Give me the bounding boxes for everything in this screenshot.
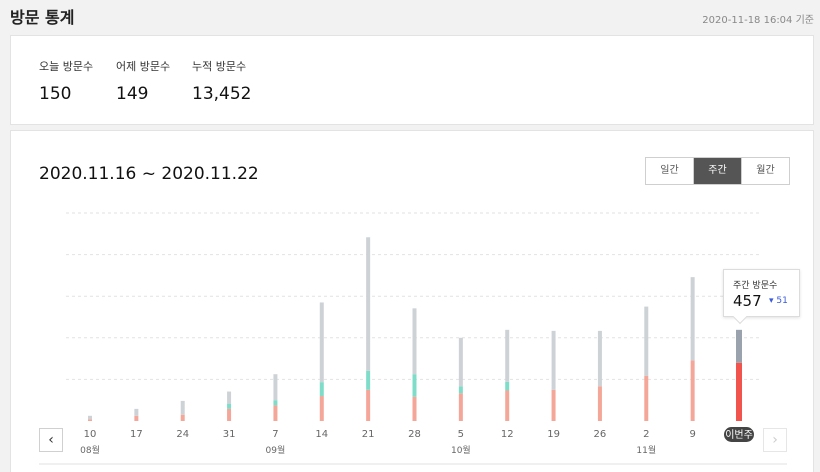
x-tick-label: 19 [547, 429, 560, 440]
month-label: 11월 [636, 444, 656, 456]
month-label: 09월 [266, 444, 286, 456]
x-tick-label: 26 [594, 429, 607, 440]
bar-segment [458, 393, 463, 421]
tooltip-label: 주간 방문수 [733, 281, 778, 291]
tooltip-diff: ▾ 51 [769, 296, 788, 306]
total-visits-label: 누적 방문수 [192, 60, 247, 73]
bar-segment [644, 375, 649, 421]
x-tick-label: 9 [689, 429, 695, 440]
x-tick-label: 2 [643, 429, 649, 440]
total-visits-stat: 누적 방문수 13,452 [192, 58, 251, 104]
bar-segment [736, 329, 742, 363]
bar-segment [88, 415, 92, 420]
bar-segment [644, 306, 649, 376]
bar-segment [227, 391, 232, 404]
today-visits-value: 150 [39, 84, 72, 104]
x-tick-label: 24 [176, 429, 189, 440]
bar-segment [690, 360, 695, 421]
bar-segment [412, 374, 417, 397]
chart-card: 2020.11.16 ~ 2020.11.22 일간 주간 월간 10 17 24 3… [10, 130, 814, 472]
next-period-button[interactable]: › [763, 428, 787, 452]
bar-segment [366, 389, 371, 421]
total-visits-value: 13,452 [192, 84, 252, 104]
x-tick-label: 17 [130, 429, 143, 440]
bar-segment [736, 362, 742, 421]
bar-segment [227, 403, 232, 409]
bar-segment [227, 408, 232, 421]
bar-segment [366, 237, 371, 371]
bar-segment [134, 415, 139, 421]
bar-segment [88, 419, 92, 421]
yesterday-visits-value: 149 [116, 84, 149, 104]
bar-segment [134, 408, 139, 416]
date-range-label: 2020.11.16 ~ 2020.11.22 [39, 164, 259, 184]
chevron-right-icon: › [772, 432, 778, 448]
bar-segment [319, 302, 324, 383]
x-tick-label: 12 [501, 429, 514, 440]
bar-segment [180, 414, 185, 421]
bar-segment [273, 400, 278, 406]
month-label: 10월 [451, 444, 471, 456]
bar-segment [551, 389, 556, 421]
bar-segment [319, 382, 324, 397]
tab-monthly[interactable]: 월간 [741, 158, 789, 184]
bar-segment [505, 329, 510, 382]
bar-segment [366, 370, 371, 390]
bar-segment [412, 308, 417, 375]
bar-segment [273, 405, 278, 421]
tab-weekly[interactable]: 주간 [693, 158, 741, 184]
tooltip-diff-value: 51 [776, 296, 788, 306]
summary-card: 오늘 방문수 150 어제 방문수 149 누적 방문수 13,452 [10, 35, 814, 125]
bar-segment [505, 381, 510, 391]
x-tick-label: 7 [272, 429, 278, 440]
bar-segment [412, 396, 417, 421]
x-tick-label: 28 [408, 429, 421, 440]
bar-segment [273, 374, 278, 401]
bar-segment [458, 386, 463, 394]
tooltip-value: 457 [733, 292, 762, 310]
bar-segment [551, 330, 556, 390]
bar-segment [458, 337, 463, 387]
today-visits-stat: 오늘 방문수 150 [39, 58, 93, 104]
reference-timestamp: 2020-11-18 16:04 기준 [702, 15, 814, 26]
bar-segment [505, 390, 510, 421]
period-selector: 일간 주간 월간 [645, 157, 790, 185]
x-tick-label: 이번주 [725, 429, 753, 441]
visits-tooltip: 주간 방문수 457 ▾ 51 [723, 269, 800, 325]
month-label: 08월 [80, 444, 100, 456]
bar-segment [690, 277, 695, 361]
today-visits-label: 오늘 방문수 [39, 60, 94, 73]
prev-period-button[interactable]: ‹ [39, 428, 63, 452]
bar-segment [597, 386, 602, 421]
x-tick-label: 14 [315, 429, 328, 440]
weekly-visits-chart: 10 17 24 31 7 14 21 28 5 12 19 26 2 9 이번주 08월 09월 10월 11월 [39, 212, 787, 465]
x-tick-label: 31 [223, 429, 236, 440]
bar-segment [597, 330, 602, 387]
current-week-badge [724, 427, 754, 442]
x-tick-label: 10 [84, 429, 97, 440]
caret-down-icon: ▾ [769, 296, 774, 306]
yesterday-visits-stat: 어제 방문수 149 [116, 58, 170, 104]
x-tick-label: 5 [458, 429, 464, 440]
chevron-left-icon: ‹ [48, 432, 54, 448]
bar-segment [180, 400, 185, 415]
page-title: 방문 통계 [10, 8, 75, 27]
tab-daily[interactable]: 일간 [646, 158, 693, 184]
bar-segment [319, 396, 324, 421]
x-tick-label: 21 [362, 429, 375, 440]
yesterday-visits-label: 어제 방문수 [116, 60, 171, 73]
